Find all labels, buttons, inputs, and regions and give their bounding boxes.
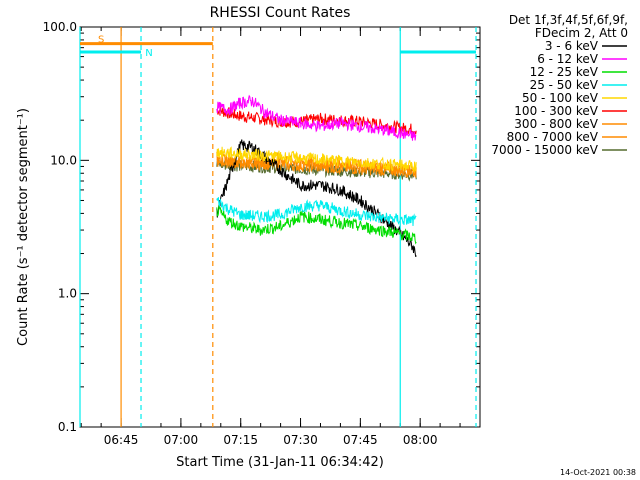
legend-entry-label: 300 - 800 keV bbox=[514, 117, 598, 131]
x-tick-label: 07:15 bbox=[223, 433, 258, 447]
legend-header-line1: Det 1f,3f,4f,5f,6f,9f, bbox=[509, 13, 628, 27]
series-line bbox=[216, 151, 417, 176]
legend-entry-label: 6 - 12 keV bbox=[537, 52, 599, 66]
x-tick-label: 06:45 bbox=[104, 433, 139, 447]
series-line bbox=[216, 146, 417, 174]
interval-label: N bbox=[145, 48, 152, 59]
series-line bbox=[216, 139, 417, 257]
y-tick-label: 10.0 bbox=[50, 153, 77, 167]
y-tick-label: 0.1 bbox=[58, 420, 77, 434]
x-tick-label: 07:30 bbox=[283, 433, 318, 447]
legend-entry-label: 25 - 50 keV bbox=[530, 78, 599, 92]
legend-entry-label: 3 - 6 keV bbox=[545, 39, 599, 53]
time-interval-markers: NS bbox=[79, 27, 477, 427]
date-stamp: 14-Oct-2021 00:38 bbox=[560, 468, 636, 477]
legend-header-line2: FDecim 2, Att 0 bbox=[535, 26, 628, 40]
legend-entry-label: 800 - 7000 keV bbox=[507, 130, 599, 144]
series-line bbox=[216, 205, 417, 245]
legend-entry-label: 7000 - 15000 keV bbox=[491, 143, 598, 157]
x-tick-label: 08:00 bbox=[403, 433, 438, 447]
y-axis-label: Count Rate (s⁻¹ detector segment⁻¹) bbox=[16, 108, 31, 346]
legend-entry-label: 50 - 100 keV bbox=[522, 91, 599, 105]
chart-title: RHESSI Count Rates bbox=[210, 5, 351, 21]
y-tick-label: 100.0 bbox=[43, 20, 77, 34]
x-axis-label: Start Time (31-Jan-11 06:34:42) bbox=[176, 455, 384, 470]
data-series bbox=[216, 94, 417, 257]
legend-entry-label: 100 - 300 keV bbox=[514, 104, 598, 118]
legend: Det 1f,3f,4f,5f,6f,9f, FDecim 2, Att 0 3… bbox=[491, 13, 628, 157]
series-line bbox=[216, 197, 417, 227]
x-tick-label: 07:00 bbox=[164, 433, 199, 447]
interval-label: S bbox=[98, 35, 104, 46]
series-line bbox=[216, 94, 417, 141]
y-tick-label: 1.0 bbox=[58, 287, 77, 301]
y-axis-ticks: 0.1 1.0 10.0 100.0 bbox=[43, 20, 480, 434]
x-axis-ticks: 06:45 07:00 07:15 07:30 07:45 08:00 bbox=[80, 27, 461, 447]
legend-entry-label: 12 - 25 keV bbox=[530, 65, 599, 79]
x-tick-label: 07:45 bbox=[343, 433, 378, 447]
